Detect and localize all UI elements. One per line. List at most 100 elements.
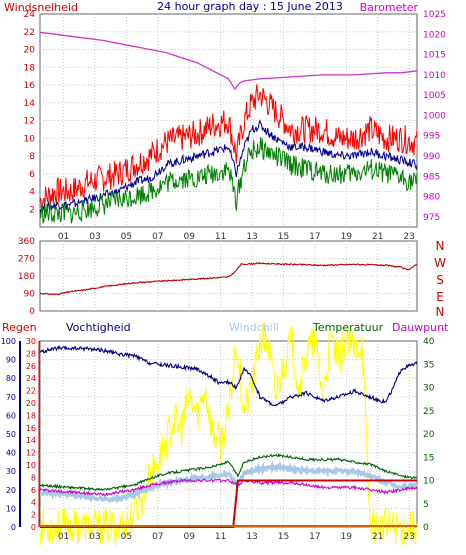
rain-y-tick-label: 12 <box>26 449 36 458</box>
climate-x-tick-label: 15 <box>278 532 289 542</box>
windchill-line <box>40 459 419 504</box>
wind-y-tick-label: 22 <box>24 28 35 38</box>
wind-x-tick-label: 13 <box>246 232 257 242</box>
humidity-y-tick-label: 40 <box>6 449 16 458</box>
direction-y-tick-label: 90 <box>24 290 36 300</box>
series-lines <box>39 31 419 546</box>
rain-y-tick-label: 6 <box>31 486 36 495</box>
plot-frames <box>39 13 418 528</box>
climate-x-tick-label: 13 <box>246 532 257 542</box>
humidity-y-tick-label: 20 <box>6 486 16 495</box>
barometer-line <box>39 31 418 91</box>
barometer-y-tick-label: 1015 <box>423 51 446 61</box>
barometer-y-tick-label: 1000 <box>423 111 446 121</box>
temperature-y-tick-label: 25 <box>423 407 434 417</box>
humidity-line <box>39 345 418 407</box>
rain-y-tick-label: 16 <box>26 424 36 433</box>
grid-lines <box>40 14 417 527</box>
wind-y-tick-label: 20 <box>24 46 36 56</box>
wind-speed-line <box>39 136 418 224</box>
humidity-y-tick-label: 90 <box>6 356 16 365</box>
climate-x-tick-label: 07 <box>152 532 163 542</box>
temperature-y-tick-label: 30 <box>423 384 435 394</box>
wind-y-tick-label: 18 <box>24 63 36 73</box>
wind-speed-label: Windsnelheid <box>4 1 78 14</box>
humidity-label: Vochtigheid <box>66 321 131 334</box>
axis-ticks: 2468101214161820222497598098599099510001… <box>1 10 446 542</box>
wind-x-tick-label: 23 <box>403 232 414 242</box>
temperature-y-tick-label: 40 <box>423 337 435 347</box>
temperature-label: Temperatuur <box>312 321 384 334</box>
wind-y-tick-label: 8 <box>29 152 35 162</box>
direction-y-tick-label: 270 <box>18 255 35 265</box>
climate-x-tick-label: 05 <box>121 532 132 542</box>
temperature-y-tick-label: 20 <box>423 430 435 440</box>
wind-y-tick-label: 6 <box>29 170 35 180</box>
climate-x-tick-label: 23 <box>403 532 414 542</box>
compass-letter-n-top: N <box>436 239 445 253</box>
rain-y-tick-label: 24 <box>26 374 36 383</box>
rain-y-tick-label: 8 <box>31 473 36 482</box>
wind-gust-line <box>39 84 418 211</box>
climate-x-tick-label: 03 <box>89 532 100 542</box>
climate-x-tick-label: 17 <box>309 532 320 542</box>
climate-x-tick-label: 21 <box>372 532 383 542</box>
climate-x-tick-label: 19 <box>341 532 353 542</box>
wind-x-tick-label: 11 <box>215 232 226 242</box>
temperature-y-tick-label: 5 <box>423 500 429 510</box>
wind-x-tick-label: 07 <box>152 232 163 242</box>
wind-y-tick-label: 16 <box>24 81 36 91</box>
humidity-y-tick-label: 50 <box>6 430 16 439</box>
temperature-y-tick-label: 0 <box>423 523 429 533</box>
chart-title: 24 hour graph day : 15 June 2013 <box>157 0 343 13</box>
rain-y-tick-label: 20 <box>26 399 36 408</box>
humidity-y-tick-label: 0 <box>11 523 16 532</box>
barometer-y-tick-label: 1025 <box>423 10 446 20</box>
barometer-label: Barometer <box>360 1 419 14</box>
climate-x-tick-label: 09 <box>184 532 196 542</box>
wind-x-tick-label: 19 <box>341 232 353 242</box>
barometer-y-tick-label: 1010 <box>423 71 446 81</box>
compass-letter-w: W <box>434 256 446 270</box>
wind-x-tick-label: 05 <box>121 232 132 242</box>
rain-label: Regen <box>2 321 37 334</box>
climate-x-tick-label: 01 <box>58 532 69 542</box>
wind-y-tick-label: 24 <box>24 10 36 20</box>
compass-letter-s: S <box>436 273 444 287</box>
rain-y-tick-label: 4 <box>31 498 36 507</box>
temperature-y-tick-label: 15 <box>423 453 434 463</box>
rain-y-tick-label: 22 <box>26 387 36 396</box>
wind-x-tick-label: 03 <box>89 232 100 242</box>
barometer-y-tick-label: 975 <box>423 213 440 223</box>
compass-letter-n-bottom: N <box>436 305 445 319</box>
temperature-y-tick-label: 10 <box>423 477 435 487</box>
humidity-y-tick-label: 10 <box>6 504 16 513</box>
barometer-y-tick-label: 985 <box>423 172 440 182</box>
climate-x-tick-label: 11 <box>215 532 226 542</box>
rain-y-tick-label: 18 <box>26 411 36 420</box>
rain-y-tick-label: 26 <box>26 362 36 371</box>
dewpoint-line <box>39 478 418 497</box>
temperature-line <box>39 452 418 492</box>
wind-direction-line <box>39 262 418 296</box>
wind-x-tick-label: 21 <box>372 232 383 242</box>
temperature-y-tick-label: 35 <box>423 360 434 370</box>
direction-y-tick-label: 360 <box>18 237 35 247</box>
rain-y-tick-label: 0 <box>31 523 36 532</box>
compass-letter-e: E <box>436 290 444 304</box>
barometer-y-tick-label: 1020 <box>423 30 446 40</box>
solar-line <box>39 322 418 546</box>
barometer-y-tick-label: 990 <box>423 152 440 162</box>
humidity-y-tick-label: 100 <box>1 337 16 346</box>
wind-y-tick-label: 12 <box>24 117 35 127</box>
windchill-label: Windchill <box>229 321 279 334</box>
wind-x-tick-label: 15 <box>278 232 289 242</box>
direction-y-tick-label: 0 <box>29 307 35 317</box>
humidity-y-tick-label: 30 <box>6 467 16 476</box>
direction-y-tick-label: 180 <box>18 272 35 282</box>
dewpoint-label: Dauwpunt <box>392 321 449 334</box>
wind-y-tick-label: 2 <box>29 205 35 215</box>
humidity-y-tick-label: 60 <box>6 411 16 420</box>
